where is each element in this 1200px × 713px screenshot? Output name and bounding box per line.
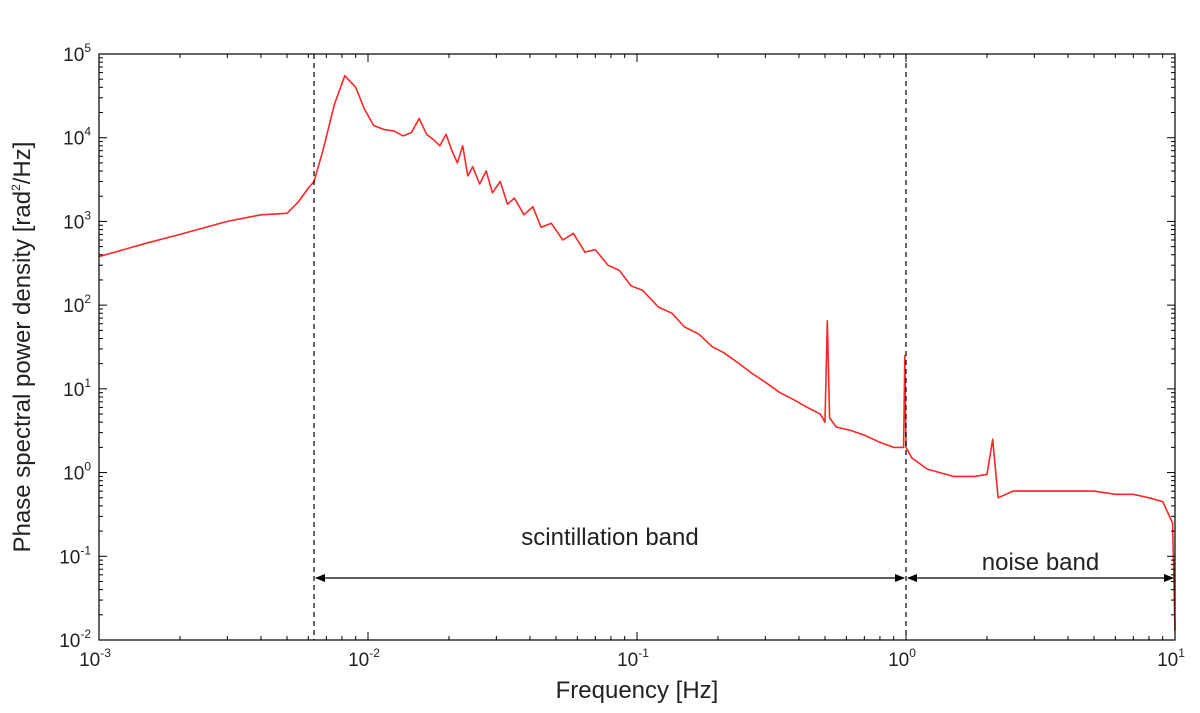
y-tick-exp: -2: [80, 627, 91, 641]
y-tick-base: 10: [63, 380, 84, 401]
x-tick-exp: 0: [909, 646, 916, 660]
y-tick-base: 10: [63, 212, 84, 233]
x-tick-label: 10-3: [79, 646, 111, 671]
y-axis-title-end: /Hz]: [9, 142, 36, 185]
y-tick-label: 10-2: [59, 627, 91, 652]
plot-area: [99, 54, 1175, 640]
y-tick-label: 100: [63, 460, 91, 485]
x-axis-ticks: 10-3 10-2 10-1 100 101: [79, 54, 1185, 671]
y-tick-base: 10: [63, 296, 84, 317]
x-tick-exp: -3: [100, 646, 111, 660]
y-tick-exp: 3: [84, 208, 91, 222]
y-tick-base: 10: [63, 45, 84, 66]
y-axis-title-main: Phase spectral power density [rad: [9, 191, 36, 553]
y-axis-title: Phase spectral power density [rad2/Hz]: [9, 142, 36, 553]
y-tick-base: 10: [59, 631, 80, 652]
series-line: [98, 74, 1176, 631]
band-label: noise band: [982, 549, 1099, 576]
y-tick-exp: 5: [84, 41, 91, 55]
x-tick-exp: 1: [1178, 646, 1185, 660]
x-tick-label: 100: [888, 646, 916, 671]
y-tick-base: 10: [59, 547, 80, 568]
x-tick-base: 10: [888, 650, 909, 671]
y-tick-label: 10-1: [59, 543, 91, 568]
y-tick-label: 103: [63, 208, 91, 233]
y-tick-label: 104: [63, 125, 91, 150]
y-tick-base: 10: [63, 464, 84, 485]
y-tick-exp: 1: [84, 376, 91, 390]
y-tick-exp: 0: [84, 460, 91, 474]
x-tick-label: 101: [1157, 646, 1185, 671]
x-tick-base: 10: [79, 650, 100, 671]
x-tick-label: 10-2: [348, 646, 380, 671]
x-tick-base: 10: [617, 650, 638, 671]
x-tick-label: 10-1: [617, 646, 649, 671]
plot-content: scintillation band noise band: [98, 54, 1176, 640]
y-tick-exp: 2: [84, 292, 91, 306]
y-tick-exp: -1: [80, 543, 91, 557]
y-tick-base: 10: [63, 129, 84, 150]
y-axis-title-sup: 2: [9, 184, 23, 191]
x-axis-title: Frequency [Hz]: [556, 677, 719, 704]
y-tick-label: 102: [63, 292, 91, 317]
x-tick-base: 10: [348, 650, 369, 671]
x-tick-exp: -2: [369, 646, 380, 660]
y-tick-exp: 4: [84, 125, 91, 139]
plot-frame: [98, 53, 1176, 641]
y-tick-label: 101: [63, 376, 91, 401]
x-tick-exp: -1: [638, 646, 649, 660]
x-tick-base: 10: [1157, 650, 1178, 671]
y-tick-label: 105: [63, 41, 91, 66]
band-label: scintillation band: [521, 524, 698, 551]
